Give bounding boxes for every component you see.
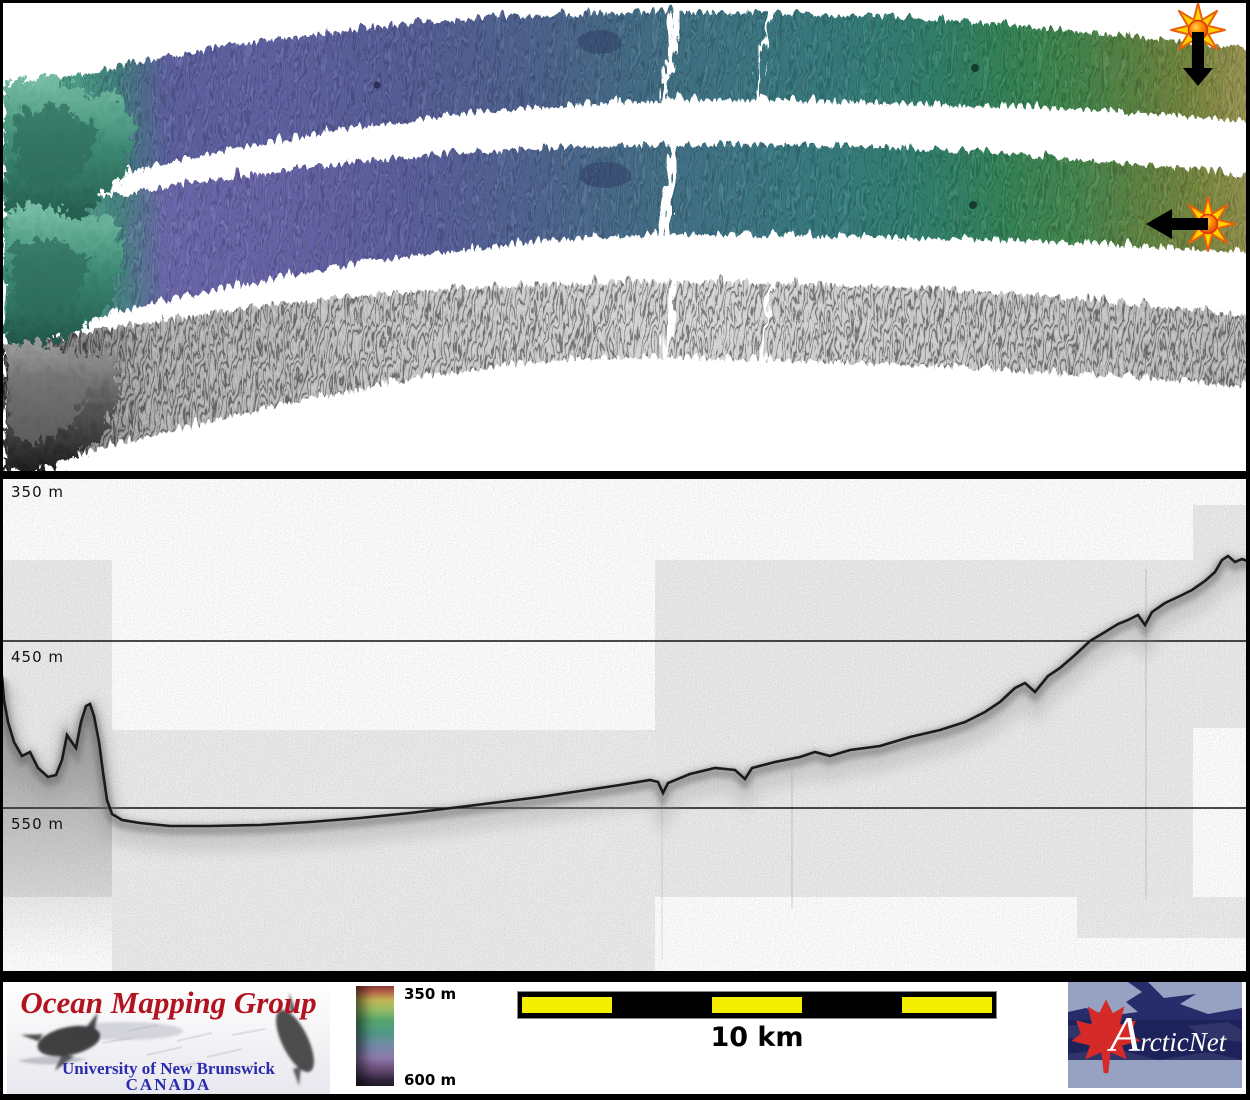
down-arrow-icon	[1183, 32, 1213, 86]
maple-leaf-icon	[1071, 999, 1141, 1074]
frame-top	[0, 0, 1250, 3]
scale-bar-segment	[902, 997, 992, 1013]
depth-label-350: 350 m	[11, 483, 65, 501]
separator-upper	[0, 471, 1250, 479]
sun-marker-1	[1170, 2, 1226, 86]
depth-colorbar	[356, 986, 394, 1086]
separator-lower	[0, 971, 1250, 982]
bathymetry-swath-1	[0, 0, 1250, 200]
grain-overlay	[0, 479, 1250, 971]
dark-spot	[373, 81, 381, 89]
dark-spot	[971, 64, 979, 72]
arcticnet-map-art	[1068, 982, 1242, 1088]
dark-patch	[579, 162, 631, 188]
depth-label-450: 450 m	[11, 648, 65, 666]
arcticnet-wordmark: ArcticNet	[1109, 1006, 1227, 1062]
omg-logo-art	[17, 992, 314, 1086]
scale-bar	[517, 991, 997, 1019]
swath-left-end-2	[0, 200, 120, 345]
swath-map-panel	[0, 0, 1250, 468]
sun-marker-2	[1146, 196, 1236, 252]
auv-silhouette-right	[276, 992, 314, 1086]
backscatter-swath	[0, 245, 1245, 467]
bathymetry-swath-2	[0, 110, 1250, 335]
dark-spot	[969, 201, 977, 209]
omg-logo: Ocean Mapping Group University of New Br…	[7, 983, 330, 1094]
scale-bar-segment	[712, 997, 802, 1013]
frame-right	[1246, 0, 1250, 1100]
frame-bottom	[0, 1094, 1250, 1100]
omg-title: Ocean Mapping Group	[20, 985, 317, 1020]
arcticnet-logo: ArcticNet	[1068, 982, 1242, 1088]
scale-bar-segment	[522, 997, 612, 1013]
colorbar-top-label: 350 m	[404, 985, 457, 1003]
dark-patch	[578, 30, 622, 54]
colorbar-bottom-label: 600 m	[404, 1071, 457, 1089]
scale-bar-label: 10 km	[710, 1022, 804, 1053]
swath-left-end-1	[0, 70, 130, 228]
left-arrow-icon	[1146, 209, 1208, 239]
omg-university: University of New Brunswick	[62, 1059, 275, 1078]
omg-country: CANADA	[125, 1075, 212, 1094]
swath-left-end-3	[0, 338, 115, 468]
echogram-profile-panel	[0, 479, 1250, 971]
frame-left	[0, 0, 3, 1100]
depth-label-550: 550 m	[11, 815, 65, 833]
auv-silhouette-left	[17, 1012, 183, 1071]
